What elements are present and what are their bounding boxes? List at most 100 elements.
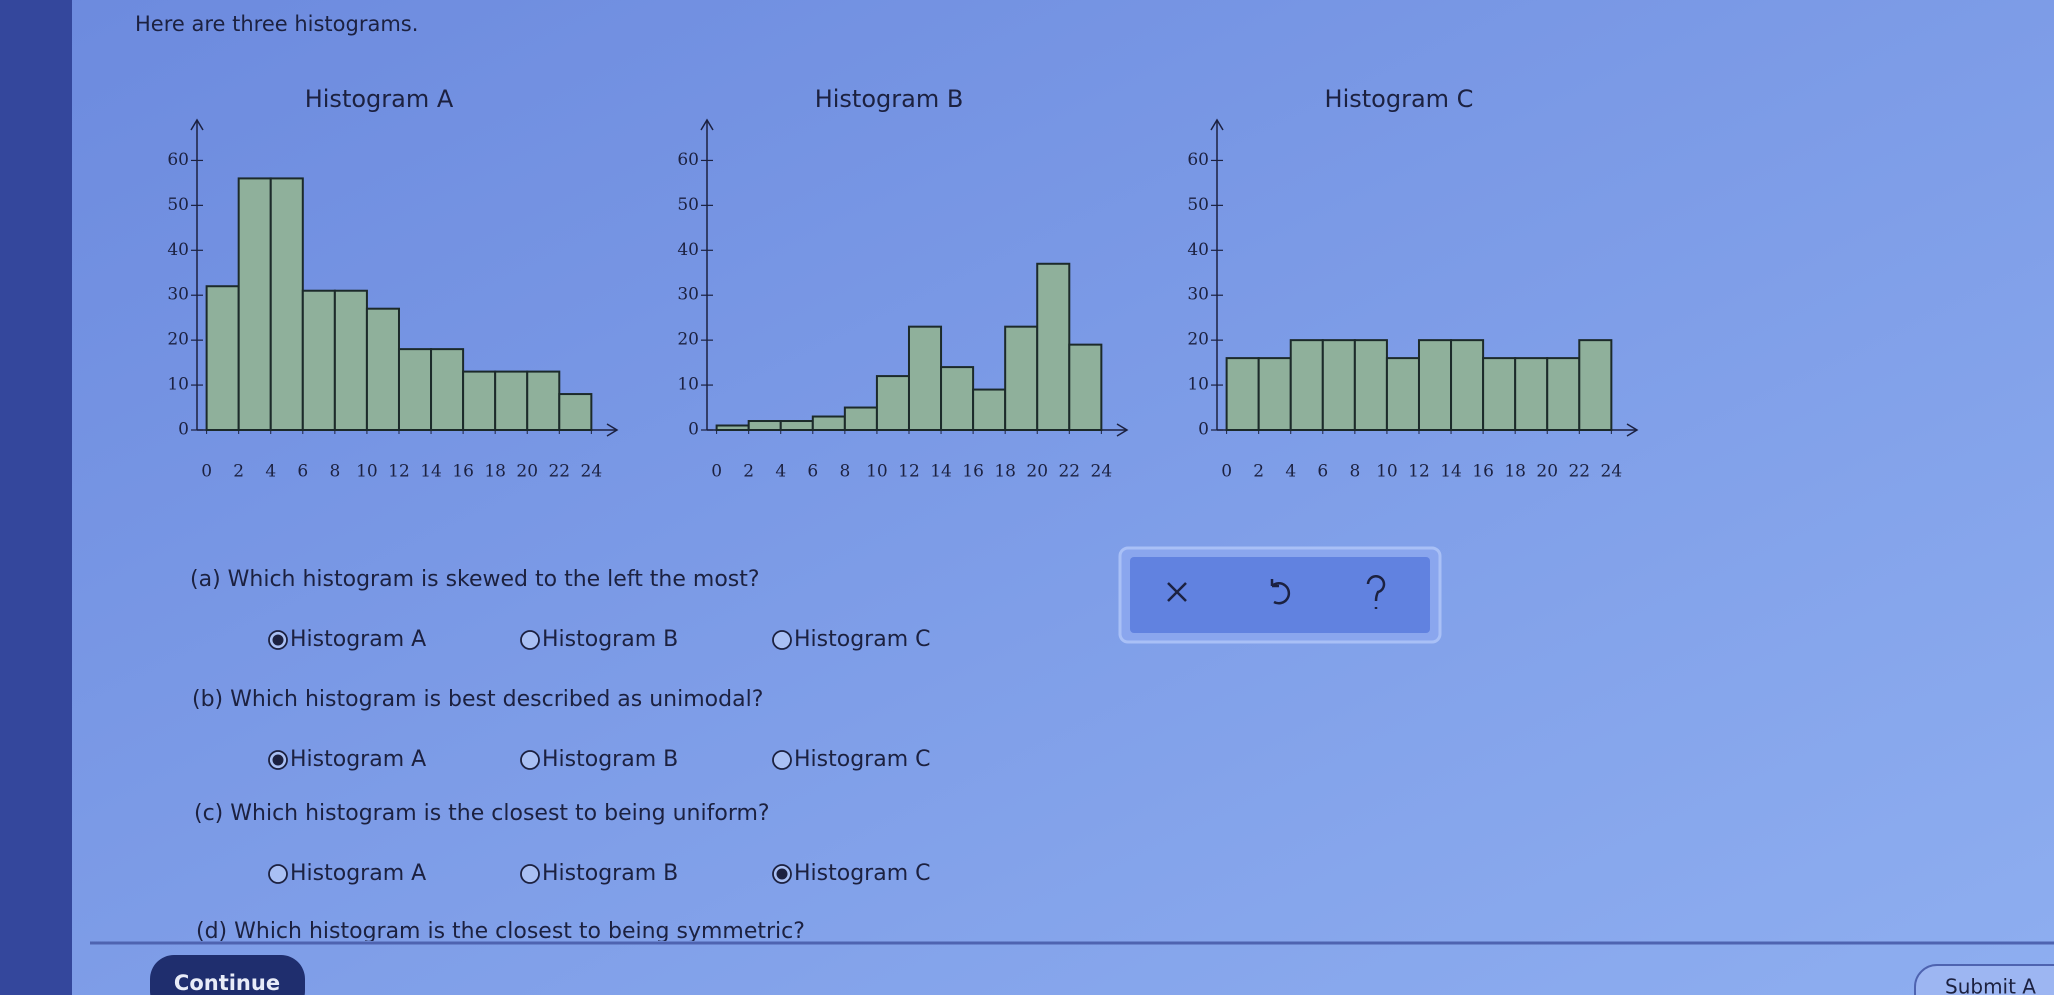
radio-dot[interactable] [272, 634, 284, 646]
radio-button[interactable] [520, 864, 540, 884]
y-tick-label: 40 [677, 240, 699, 260]
submit-label[interactable]: Submit A [1945, 975, 2036, 995]
bar [237, 177, 272, 431]
bar [430, 348, 465, 431]
question-label: (c) Which histogram is the closest to be… [194, 801, 770, 826]
x-tick-label: 12 [1408, 462, 1430, 482]
radio-option[interactable]: Histogram C [772, 861, 930, 886]
radio-option[interactable]: Histogram C [772, 747, 930, 772]
bar [1004, 325, 1039, 431]
x-tick-label: 6 [297, 462, 308, 482]
x-tick-label: 6 [807, 462, 818, 482]
bar [1578, 339, 1613, 431]
bar [462, 370, 497, 432]
bar [269, 177, 304, 431]
question-label: (b) Which histogram is best described as… [192, 687, 763, 712]
y-tick-label: 20 [1187, 330, 1209, 350]
x-tick-label: 10 [866, 462, 888, 482]
option-label[interactable]: Histogram A [290, 627, 426, 652]
continue-bg[interactable] [150, 955, 305, 995]
x-tick-label: 22 [548, 462, 570, 482]
option-label[interactable]: Histogram B [542, 627, 678, 652]
x-tick-label: 24 [1091, 462, 1113, 482]
y-tick-label: 50 [677, 195, 699, 215]
x-tick-label: 18 [1504, 462, 1526, 482]
intro-text: Here are three histograms. [135, 12, 418, 36]
radio-option[interactable]: Histogram A [268, 747, 426, 772]
submit-button[interactable]: Submit A [1914, 964, 2054, 995]
y-tick-label: 30 [1187, 285, 1209, 305]
radio-option[interactable]: Histogram C [772, 627, 930, 652]
y-tick-label: 50 [167, 195, 189, 215]
x-tick-label: 8 [1349, 462, 1360, 482]
x-tick-label: 14 [1440, 462, 1462, 482]
x-tick-label: 24 [581, 462, 603, 482]
x-tick-label: 14 [930, 462, 952, 482]
radio-dot[interactable] [776, 868, 788, 880]
y-tick-label: 20 [167, 330, 189, 350]
x-tick-label: 22 [1568, 462, 1590, 482]
bar [526, 370, 561, 432]
radio-button[interactable] [772, 630, 792, 650]
y-tick-label: 0 [178, 420, 189, 440]
radio-option[interactable]: Histogram B [520, 747, 678, 772]
y-tick-label: 10 [1187, 375, 1209, 395]
bar [715, 424, 750, 431]
continue-button[interactable]: Continue [150, 955, 305, 995]
y-tick-label: 30 [167, 285, 189, 305]
undo-icon[interactable] [1270, 579, 1291, 605]
x-arrow [606, 423, 619, 437]
option-label[interactable]: Histogram C [794, 861, 930, 886]
radio-button[interactable] [268, 864, 288, 884]
option-label[interactable]: Histogram C [794, 747, 930, 772]
bar [907, 325, 943, 431]
bar [1546, 357, 1581, 431]
x-tick-label: 10 [1376, 462, 1398, 482]
y-tick-label: 0 [688, 420, 699, 440]
x-tick-label: 20 [1026, 462, 1048, 482]
x-tick-label: 0 [201, 462, 212, 482]
radio-option[interactable]: Histogram B [520, 627, 678, 652]
bar [843, 406, 878, 431]
radio-button[interactable] [520, 630, 540, 650]
radio-option[interactable]: Histogram A [268, 627, 426, 652]
option-label[interactable]: Histogram A [290, 747, 426, 772]
bar [972, 388, 1007, 431]
y-tick-label: 60 [167, 150, 189, 170]
radio-option[interactable]: Histogram A [268, 861, 426, 886]
radio-option[interactable]: Histogram B [520, 861, 678, 886]
option-label[interactable]: Histogram C [794, 627, 930, 652]
question-label: (a) Which histogram is skewed to the lef… [190, 567, 760, 592]
chart-title: Histogram C [1325, 85, 1474, 113]
chart-title: Histogram A [305, 85, 454, 113]
clear-icon[interactable] [1167, 582, 1187, 602]
x-tick-label: 2 [1253, 462, 1264, 482]
continue-label[interactable]: Continue [174, 971, 280, 995]
y-tick-label: 30 [677, 285, 699, 305]
bar [779, 420, 814, 432]
bar [1289, 339, 1324, 431]
x-tick-label: 14 [420, 462, 442, 482]
bar [301, 289, 336, 431]
bar [365, 307, 400, 431]
chart-title: Histogram B [815, 85, 964, 113]
radio-dot[interactable] [272, 754, 284, 766]
submit-bg[interactable] [1914, 964, 2054, 995]
x-tick-label: 12 [898, 462, 920, 482]
x-tick-label: 20 [1536, 462, 1558, 482]
x-tick-label: 16 [1472, 462, 1494, 482]
bar [1068, 343, 1103, 432]
option-label[interactable]: Histogram A [290, 861, 426, 886]
radio-button[interactable] [520, 750, 540, 770]
option-label[interactable]: Histogram B [542, 747, 678, 772]
sidebar [0, 0, 72, 995]
bar [205, 285, 240, 431]
help-icon[interactable] [1366, 575, 1386, 609]
radio-button[interactable] [772, 750, 792, 770]
questions: (a) Which histogram is skewed to the lef… [190, 567, 930, 941]
y-tick-label: 60 [1187, 150, 1209, 170]
y-tick-label: 0 [1198, 420, 1209, 440]
option-label[interactable]: Histogram B [542, 861, 678, 886]
